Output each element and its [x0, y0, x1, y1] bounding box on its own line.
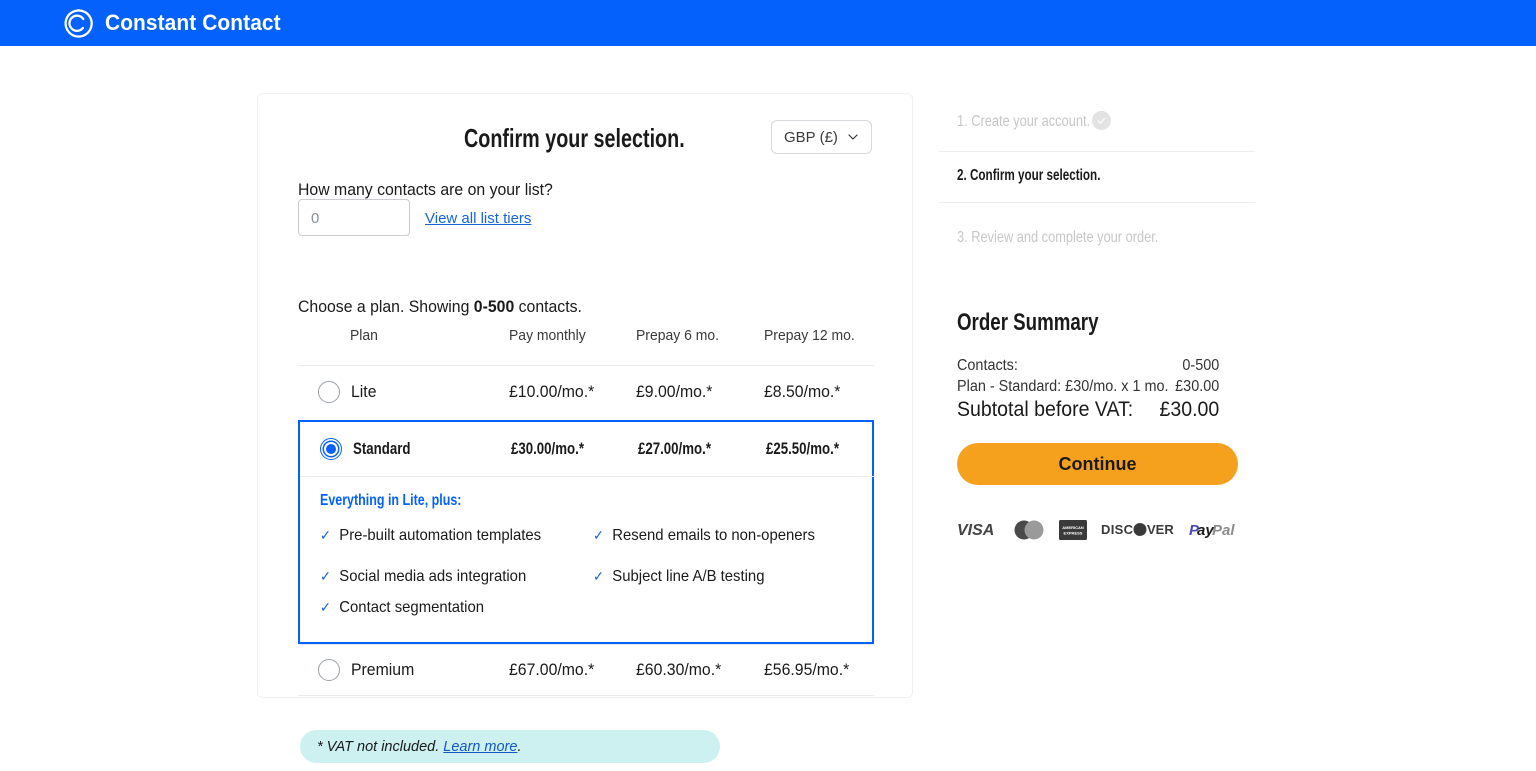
svg-text:AMERICAN: AMERICAN: [1062, 525, 1084, 530]
svg-text:Pal: Pal: [1212, 522, 1235, 539]
svg-text:VER: VER: [1147, 522, 1174, 537]
svg-text:EXPRESS: EXPRESS: [1064, 531, 1083, 536]
svg-text:DISC: DISC: [1101, 522, 1134, 537]
svg-text:VISA: VISA: [957, 522, 994, 539]
